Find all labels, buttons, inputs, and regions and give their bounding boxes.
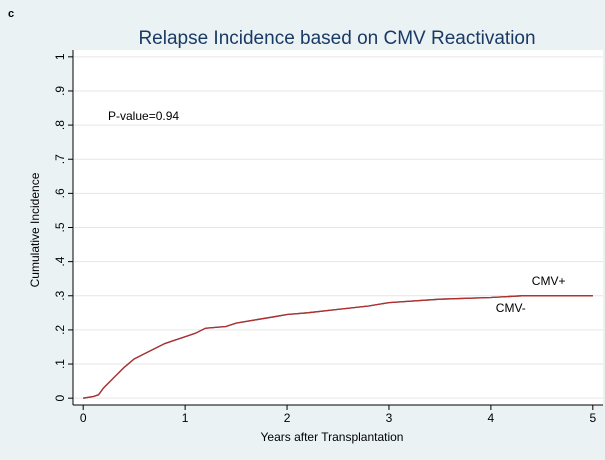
y-tick-label: .7	[53, 154, 67, 164]
x-tick-label: 3	[386, 411, 393, 425]
y-tick-label: .2	[53, 325, 67, 335]
y-tick-label: .4	[53, 256, 67, 266]
y-tick-label: .8	[53, 120, 67, 130]
y-tick-label: .1	[53, 359, 67, 369]
y-axis-label: Cumulative Incidence	[28, 172, 42, 287]
x-tick-label: 5	[589, 411, 596, 425]
panel-label: c	[8, 8, 14, 20]
y-tick-label: .6	[53, 188, 67, 198]
chart-title: Relapse Incidence based on CMV Reactivat…	[138, 28, 535, 49]
annotation: P-value=0.94	[108, 109, 179, 123]
y-tick-label: .5	[53, 222, 67, 232]
x-tick-label: 1	[182, 411, 189, 425]
x-tick-label: 4	[488, 411, 495, 425]
series-label: CMV+	[532, 274, 566, 288]
series-line	[83, 295, 593, 399]
series-label: CMV-	[496, 301, 526, 315]
y-tick-label: 1	[53, 53, 67, 60]
y-tick-label: .9	[53, 86, 67, 96]
y-tick-label: 0	[53, 395, 67, 402]
y-tick-label: .3	[53, 290, 67, 300]
x-axis-label: Years after Transplantation	[261, 430, 404, 444]
x-tick-label: 0	[80, 411, 87, 425]
x-tick-label: 2	[284, 411, 291, 425]
